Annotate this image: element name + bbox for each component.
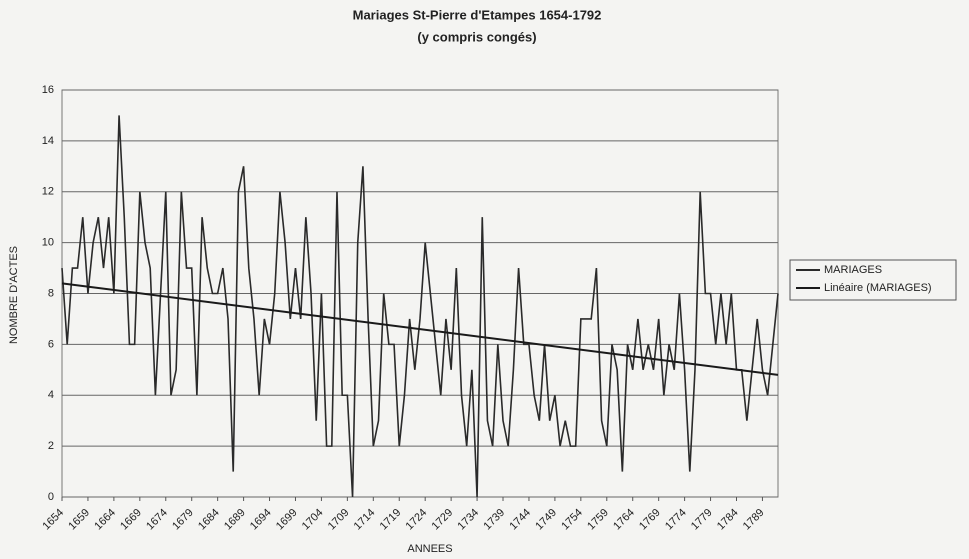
y-tick-label: 0 (48, 491, 54, 503)
legend-label: MARIAGES (824, 264, 882, 276)
x-axis-label: ANNEES (407, 543, 452, 555)
chart-subtitle: (y compris congés) (417, 29, 536, 44)
legend-label: Linéaire (MARIAGES) (824, 282, 932, 294)
trend-line (61, 282, 779, 376)
y-tick-label: 10 (42, 237, 54, 249)
y-tick-label: 4 (48, 389, 54, 401)
y-tick-label: 16 (42, 84, 54, 96)
y-tick-label: 2 (48, 440, 54, 452)
data-line (61, 115, 779, 498)
y-tick-label: 12 (42, 186, 54, 198)
y-tick-label: 6 (48, 338, 54, 350)
y-tick-label: 8 (48, 287, 54, 299)
y-tick-label: 14 (42, 135, 54, 147)
legend-box (789, 259, 957, 301)
y-axis-label: NOMBRE D'ACTES (8, 246, 20, 344)
chart-title: Mariages St-Pierre d'Etampes 1654-1792 (353, 7, 602, 22)
